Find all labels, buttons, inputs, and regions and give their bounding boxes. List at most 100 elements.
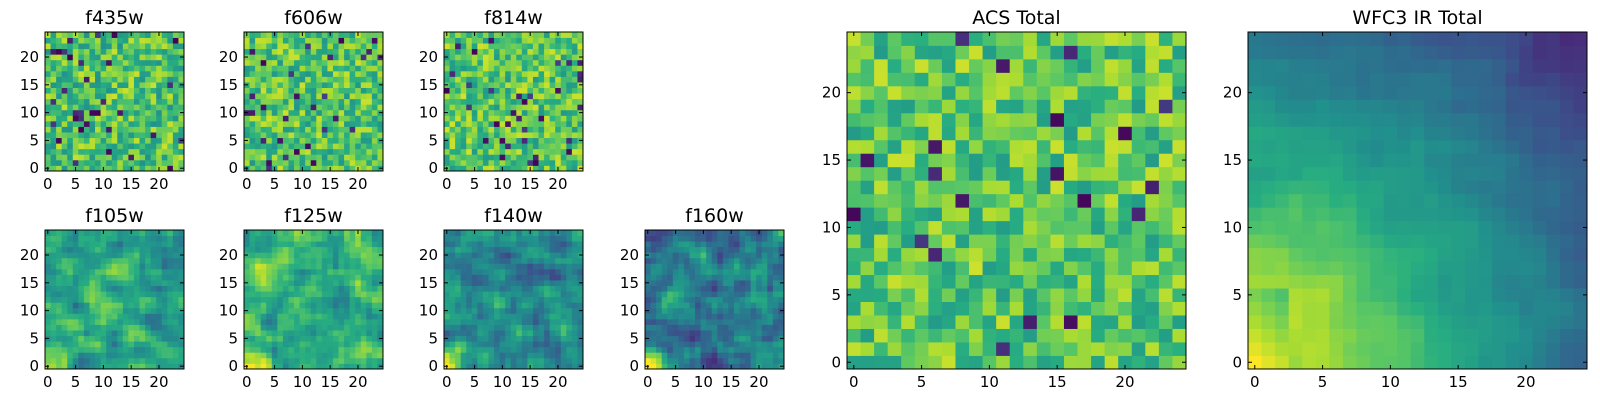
heatmap-cell: [172, 263, 179, 270]
heatmap-cell: [1009, 166, 1024, 181]
heatmap-cell: [156, 246, 163, 253]
heatmap-cell: [887, 355, 902, 370]
heatmap-cell: [316, 165, 323, 172]
heatmap-cell: [717, 307, 724, 314]
heatmap-cell: [494, 165, 500, 172]
heatmap-cell: [305, 257, 312, 264]
heatmap-cell: [282, 291, 289, 298]
heatmap-cell: [566, 357, 573, 364]
heatmap-cell: [672, 268, 679, 275]
heatmap-cell: [499, 302, 506, 309]
heatmap-cell: [661, 285, 668, 292]
heatmap-cell: [1050, 301, 1065, 316]
heatmap-cell: [78, 263, 85, 270]
heatmap-cell: [249, 70, 256, 77]
heatmap-cell: [901, 301, 916, 316]
heatmap-cell: [332, 241, 339, 248]
heatmap-cell: [505, 109, 512, 116]
heatmap-cell: [549, 235, 556, 242]
heatmap-cell: [260, 363, 267, 370]
heatmap-cell: [371, 352, 378, 359]
heatmap-cell: [711, 268, 718, 275]
heatmap-cell: [377, 87, 384, 94]
heatmap-cell: [72, 280, 79, 286]
panel-title: f814w: [484, 7, 543, 29]
heatmap-cell: [327, 257, 334, 264]
heatmap-cell: [78, 32, 85, 38]
heatmap-cell: [50, 230, 57, 236]
heatmap-cell: [778, 346, 785, 353]
heatmap-cell: [145, 246, 152, 253]
heatmap-cell: [172, 274, 179, 281]
heatmap-cell: [327, 313, 334, 320]
heatmap-cell: [455, 154, 462, 161]
heatmap-cell: [310, 82, 317, 88]
heatmap-cell: [327, 43, 334, 50]
heatmap-cell: [271, 274, 278, 281]
heatmap-cell: [128, 357, 135, 364]
heatmap-cell: [139, 307, 146, 314]
heatmap-cell: [167, 98, 174, 105]
heatmap-cell: [117, 324, 124, 331]
heatmap-cell: [494, 54, 500, 61]
heatmap-cell: [332, 324, 339, 331]
heatmap-cell: [745, 263, 752, 270]
heatmap-cell: [332, 274, 339, 281]
heatmap-cell: [722, 313, 729, 320]
heatmap-cell: [133, 115, 140, 122]
heatmap-cell: [645, 285, 651, 292]
heatmap-cell: [505, 32, 512, 38]
heatmap-cell: [95, 285, 101, 292]
heatmap-cell: [150, 352, 157, 359]
heatmap-cell: [172, 43, 179, 50]
heatmap-cell: [560, 165, 567, 172]
heatmap-cell: [338, 126, 345, 133]
heatmap-cell: [488, 341, 495, 348]
heatmap-cell: [172, 357, 179, 364]
heatmap-cell: [577, 70, 584, 77]
heatmap-cell: [89, 70, 96, 77]
heatmap-cell: [371, 230, 378, 236]
heatmap-cell: [460, 357, 467, 364]
heatmap-cell: [139, 363, 146, 370]
heatmap-cell: [344, 104, 351, 111]
heatmap-cell: [100, 302, 107, 309]
heatmap-cell: [928, 261, 943, 276]
heatmap-cell: [244, 143, 250, 150]
heatmap-cell: [83, 120, 90, 127]
heatmap-cell: [45, 154, 51, 161]
heatmap-cell: [1023, 220, 1038, 235]
y-tick-label: 5: [228, 329, 238, 347]
heatmap-cell: [371, 346, 378, 353]
heatmap-cell: [516, 280, 523, 286]
heatmap-cell: [532, 43, 539, 50]
heatmap-cell: [321, 357, 328, 364]
heatmap-cell: [745, 274, 752, 281]
heatmap-cell: [371, 137, 378, 144]
heatmap-cell: [271, 330, 278, 337]
heatmap-cell: [460, 257, 467, 264]
heatmap-cell: [349, 291, 356, 298]
heatmap-cell: [728, 235, 735, 242]
heatmap-cell: [89, 346, 96, 353]
heatmap-cell: [577, 346, 584, 353]
heatmap-cell: [728, 341, 735, 348]
heatmap-cell: [117, 115, 124, 122]
heatmap-cell: [650, 241, 657, 248]
heatmap-cell: [455, 137, 462, 144]
heatmap-cell: [288, 291, 295, 298]
heatmap-cell: [717, 341, 724, 348]
heatmap-cell: [288, 65, 295, 72]
heatmap-cell: [455, 54, 462, 61]
heatmap-cell: [89, 274, 96, 281]
heatmap-cell: [255, 126, 262, 133]
heatmap-cell: [706, 235, 713, 242]
heatmap-cell: [139, 324, 146, 331]
heatmap-cell: [471, 59, 478, 66]
heatmap-cell: [449, 120, 456, 127]
heatmap-cell: [244, 318, 250, 325]
heatmap-cell: [83, 335, 90, 342]
heatmap-cell: [527, 357, 534, 364]
heatmap-cell: [516, 93, 523, 100]
heatmap-cell: [72, 48, 79, 55]
